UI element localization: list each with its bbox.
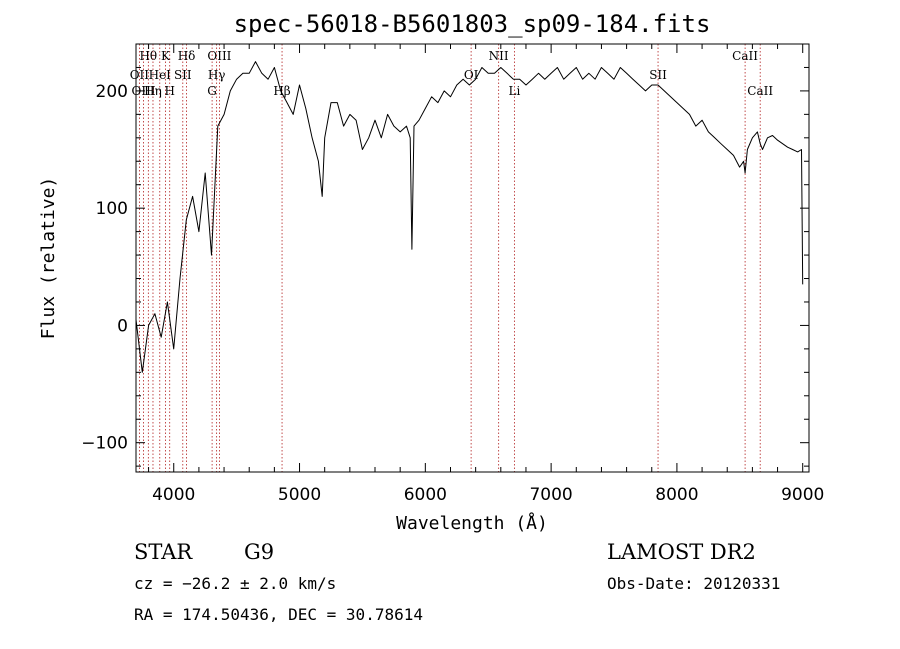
spectrum-series	[135, 61, 804, 373]
line-label-13: Hη	[144, 84, 162, 98]
axis-ticks: 4000 5000 6000 7000 8000 9000 −100 0 100 200	[81, 43, 824, 505]
line-label-2: Hδ	[178, 49, 196, 63]
object-class: STAR	[134, 540, 193, 564]
line-label-15: G	[207, 84, 217, 98]
line-label-5: CaII	[732, 49, 758, 63]
line-label-11: SII	[649, 68, 667, 82]
line-label-3: OIII	[207, 49, 231, 63]
line-label-16: Hβ	[273, 84, 290, 98]
x-axis-label: Wavelength (Å)	[396, 512, 548, 534]
line-label-7: HeI	[149, 68, 172, 82]
plot-frame	[135, 43, 810, 473]
line-label-14: H	[164, 84, 174, 98]
survey-name: LAMOST DR2	[607, 540, 756, 564]
obs-date: Obs-Date: 20120331	[607, 574, 780, 593]
y-tick-label-1: 0	[117, 316, 128, 336]
line-label-4: NII	[489, 49, 509, 63]
y-axis-label: Flux (relative)	[38, 177, 59, 340]
x-tick-label-3: 7000	[529, 485, 572, 505]
x-tick-label-4: 8000	[655, 485, 698, 505]
y-tick-label-2: 100	[96, 199, 128, 219]
coordinates-readout: RA = 174.50436, DEC = 30.78614	[134, 605, 423, 624]
y-tick-label-0: −100	[81, 434, 128, 454]
x-tick-label-5: 9000	[781, 485, 824, 505]
line-label-10: OI	[464, 68, 479, 82]
y-tick-label-3: 200	[96, 82, 128, 102]
line-label-9: Hγ	[208, 68, 226, 82]
line-label-1: K	[161, 49, 171, 63]
spectrum-line-0	[135, 61, 804, 373]
line-label-6: OII	[130, 68, 150, 82]
x-tick-label-2: 6000	[404, 485, 447, 505]
line-label-0: Hθ	[139, 49, 157, 63]
x-tick-label-1: 5000	[278, 485, 321, 505]
line-label-18: CaII	[747, 84, 773, 98]
line-label-17: Li	[508, 84, 520, 98]
line-label-8: SII	[174, 68, 192, 82]
redshift-readout: cz = −26.2 ± 2.0 km/s	[134, 574, 336, 593]
x-tick-label-0: 4000	[152, 485, 195, 505]
chart-title: spec-56018-B5601803_sp09-184.fits	[234, 10, 711, 38]
object-subclass: G9	[244, 540, 274, 564]
